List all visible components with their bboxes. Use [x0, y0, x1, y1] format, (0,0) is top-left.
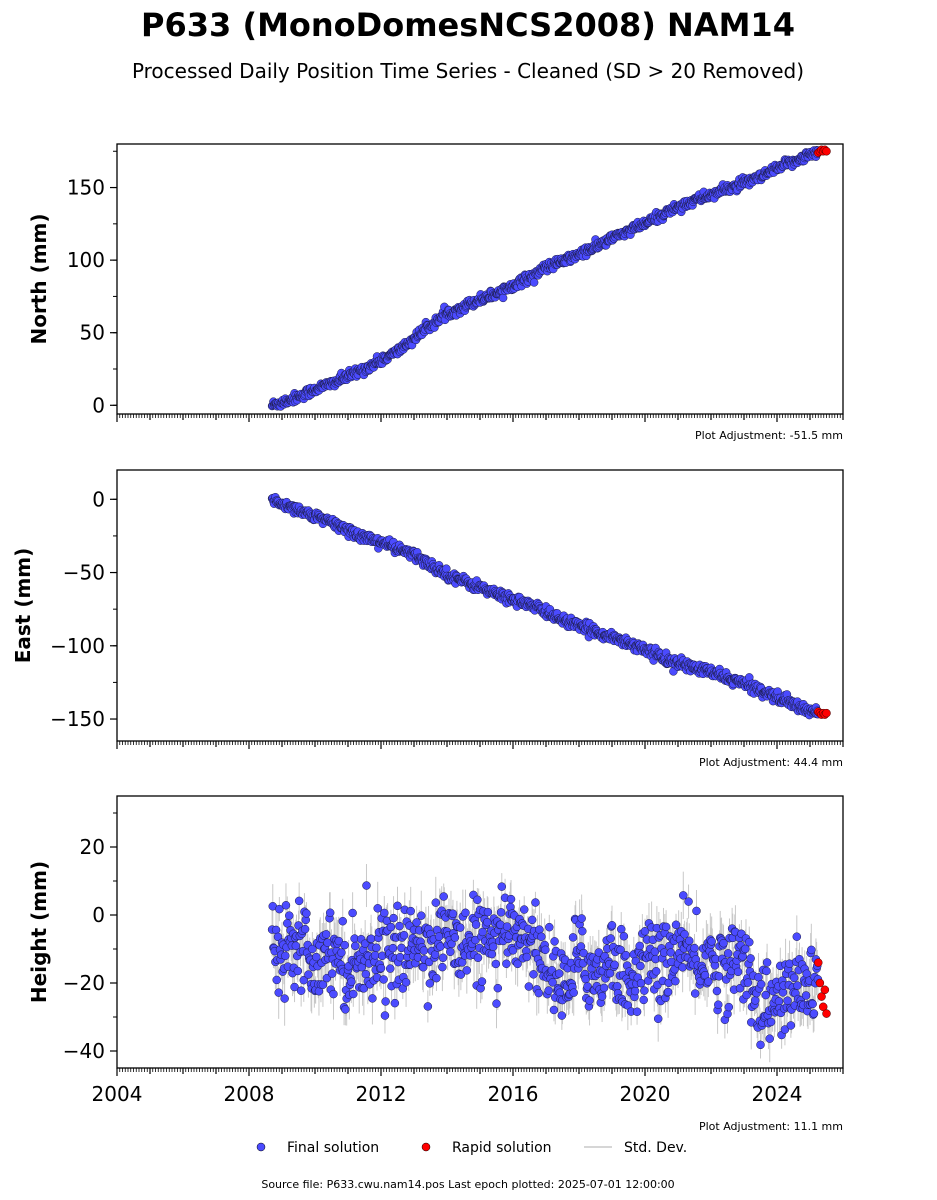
final-point [340, 940, 349, 950]
final-point [325, 908, 335, 917]
final-point [347, 977, 356, 986]
final-point [395, 921, 404, 931]
final-point [389, 913, 398, 923]
final-point [432, 973, 441, 983]
final-point [318, 980, 328, 989]
final-point [272, 975, 281, 985]
final-point [419, 946, 429, 955]
final-point [299, 975, 309, 985]
y-axis-label: North (mm) [27, 213, 51, 344]
final-point [390, 998, 400, 1008]
final-point [417, 911, 426, 920]
final-point [302, 909, 311, 918]
final-point [442, 564, 451, 573]
panels: 0 50 100 150 North (mm) Plot Adjustment: -51.… [11, 143, 844, 1133]
final-point [337, 948, 346, 957]
rapid-point [822, 708, 831, 718]
final-point [294, 896, 304, 906]
final-point [327, 969, 337, 978]
final-point [436, 942, 445, 951]
y-tick-label: −100 [50, 634, 105, 658]
plot-area [267, 864, 831, 1063]
final-point [376, 963, 386, 973]
final-point [290, 982, 299, 992]
final-points [267, 146, 823, 411]
y-tick-label: −150 [50, 707, 105, 731]
final-point [372, 943, 381, 952]
final-point [399, 930, 409, 940]
y-tick-label: −50 [63, 561, 105, 585]
y-axis-label: East (mm) [11, 548, 35, 664]
plot-area [267, 492, 831, 720]
y-tick-label: 150 [67, 176, 105, 200]
final-point [380, 908, 389, 918]
y-tick-label: 50 [80, 321, 105, 345]
final-point [412, 918, 421, 927]
final-point [388, 943, 398, 953]
figure-title: P633 (MonoDomesNCS2008) NAM14 [141, 6, 795, 44]
final-point [348, 908, 357, 918]
final-point [285, 911, 294, 920]
final-point [370, 951, 380, 960]
final-point [366, 934, 376, 944]
final-point [351, 941, 360, 951]
final-point [423, 1002, 433, 1011]
final-point [385, 964, 395, 973]
final-points [267, 881, 823, 1050]
rapid-points [814, 707, 831, 719]
final-point [291, 941, 301, 951]
final-point [281, 951, 290, 961]
final-point [386, 922, 396, 932]
final-point [381, 997, 390, 1006]
final-point [300, 924, 310, 934]
figure-subtitle: Processed Daily Position Time Series - C… [132, 59, 804, 83]
final-point [359, 984, 369, 993]
final-point [349, 989, 358, 999]
final-point [498, 293, 508, 303]
final-point [395, 952, 405, 962]
plot-area [267, 145, 831, 411]
plot-adjustment: Plot Adjustment: 44.4 mm [699, 756, 843, 769]
final-point [379, 975, 388, 984]
final-points [267, 492, 823, 720]
final-point [380, 1011, 390, 1020]
final-point [321, 930, 331, 939]
final-point [312, 952, 321, 962]
final-point [401, 978, 411, 987]
final-point [293, 966, 303, 976]
final-point [529, 278, 539, 287]
final-point [308, 944, 317, 954]
plot-adjustment: Plot Adjustment: -51.5 mm [695, 429, 843, 442]
y-tick-label: 0 [92, 393, 105, 417]
final-point [280, 994, 289, 1003]
final-point [281, 901, 291, 910]
final-point [368, 994, 377, 1003]
y-tick-label: 100 [67, 248, 105, 272]
final-point [406, 906, 415, 916]
panel-2: 0 −50 −100 −150 East (mm) Plot Adjustment: 44… [11, 469, 844, 769]
axes-frame [116, 469, 844, 742]
final-point [425, 979, 435, 988]
final-point [296, 986, 306, 995]
rapid-points [814, 145, 831, 157]
panel-1: 0 50 100 150 North (mm) Plot Adjustment: -51.… [27, 143, 844, 442]
final-point [393, 901, 402, 911]
final-point [334, 936, 344, 946]
final-point [338, 916, 347, 926]
rapid-point [822, 147, 831, 156]
final-point [304, 970, 313, 979]
final-point [275, 904, 284, 914]
final-point [273, 932, 283, 942]
final-point [362, 881, 371, 890]
final-point [361, 969, 371, 979]
final-point [373, 904, 382, 913]
final-point [329, 989, 338, 999]
final-point [431, 898, 441, 907]
final-point [341, 1005, 350, 1014]
y-tick-label: 0 [92, 487, 105, 511]
final-point [274, 988, 283, 997]
